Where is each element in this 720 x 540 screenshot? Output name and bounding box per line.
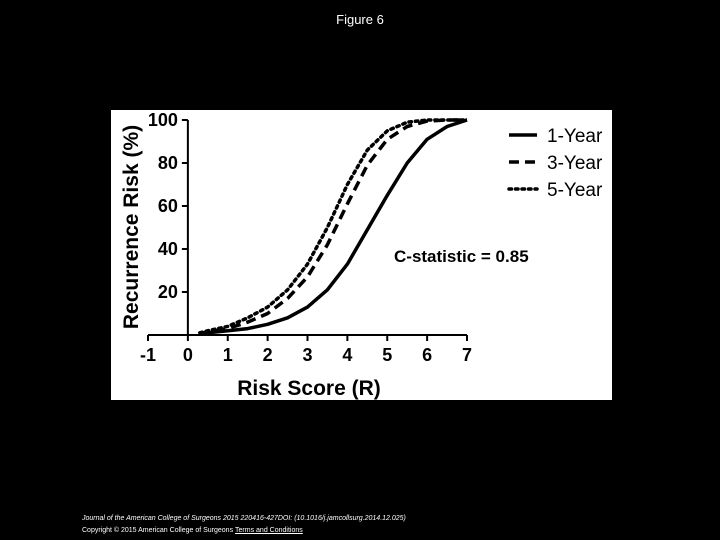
x-tick-label: 6 [422,345,432,365]
legend-label: 1-Year [547,126,603,147]
axes: -1 0 1 2 3 4 5 6 7 20 40 60 80 100 [140,110,472,365]
series-line-2 [199,118,467,336]
y-tick-label: 20 [158,282,178,302]
y-tick-label: 100 [148,110,178,130]
x-tick-label: 2 [263,345,273,365]
series-lines [198,118,469,336]
citation-text: Journal of the American College of Surge… [82,515,406,522]
y-axis-label: Recurrence Risk (%) [120,125,143,329]
x-tick-label: 5 [382,345,392,365]
copyright-line: Copyright © 2015 American College of Sur… [82,525,406,537]
legend-label: 3-Year [547,153,603,174]
terms-and-conditions-link[interactable]: Terms and Conditions [235,527,303,534]
x-axis-label: Risk Score (R) [237,377,381,400]
series-line-1 [199,118,468,336]
c-statistic-annotation: C-statistic = 0.85 [394,247,529,266]
copyright-text: Copyright © 2015 American College of Sur… [82,527,234,534]
recurrence-risk-chart: -1 0 1 2 3 4 5 6 7 20 40 60 80 100 1-Year 3-Year 5-Year… [120,110,603,400]
y-tick-label: 80 [158,153,178,173]
x-tick-label: -1 [140,345,156,365]
x-tick-label: 4 [342,345,352,365]
x-tick-label: 7 [462,345,472,365]
legend-label: 5-Year [547,180,603,201]
figure-panel: -1 0 1 2 3 4 5 6 7 20 40 60 80 100 1-Year 3-Year 5-Year… [111,110,612,400]
series-line-3 [198,118,469,335]
footer: Journal of the American College of Surge… [82,513,406,537]
y-tick-label: 60 [158,196,178,216]
x-tick-label: 0 [183,345,193,365]
x-tick-label: 3 [302,345,312,365]
legend: 1-Year 3-Year 5-Year [507,126,603,201]
y-tick-label: 40 [158,239,178,259]
x-tick-label: 1 [223,345,233,365]
slide-title: Figure 6 [336,12,384,27]
